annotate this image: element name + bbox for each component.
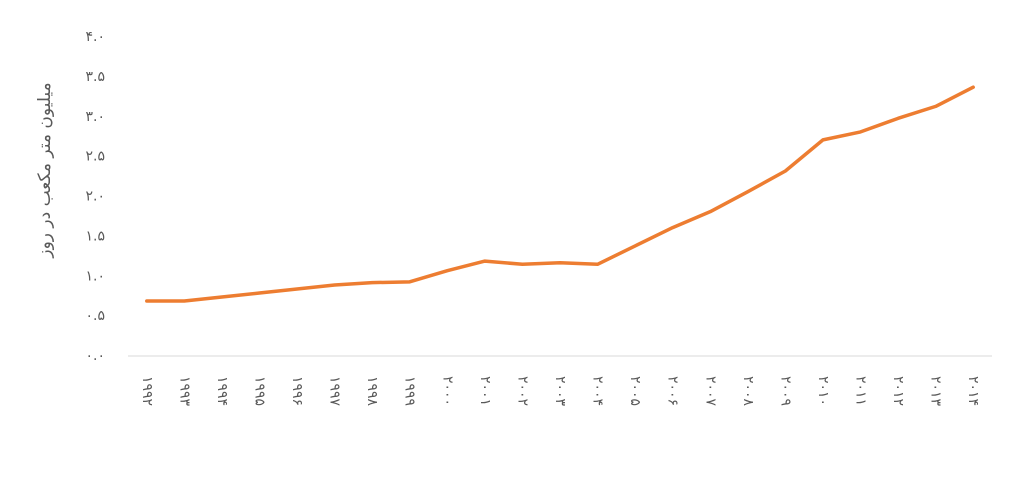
y-tick-label: ۰.۰ — [86, 348, 106, 364]
y-tick-label: ۰.۵ — [86, 308, 106, 324]
x-tick-label: ۱۹۹۷ — [327, 376, 343, 407]
x-tick-label: ۲۰۰۵ — [627, 376, 643, 406]
x-tick-label: ۱۹۹۵ — [251, 376, 267, 406]
y-axis-label: میلیون متر مکعب در روز — [35, 82, 55, 258]
x-tick-label: ۲۰۱۳ — [928, 376, 944, 407]
y-tick-label: ۲.۰ — [86, 189, 106, 205]
x-tick-label: ۱۹۹۸ — [364, 376, 380, 407]
x-tick-label: ۲۰۱۱ — [853, 376, 869, 406]
x-tick-label: ۱۹۹۴ — [214, 376, 230, 406]
x-tick-label: ۲۰۰۹ — [777, 376, 793, 406]
y-tick-label: ۳.۰ — [86, 109, 106, 125]
x-tick-label: ۲۰۰۷ — [702, 376, 718, 407]
x-tick-label: ۲۰۰۰ — [439, 376, 455, 406]
line — [145, 85, 975, 303]
x-tick-label: ۱۹۹۹ — [402, 376, 418, 406]
x-tick-label: ۱۹۹۳ — [176, 376, 192, 407]
y-tick-label: ۳.۵ — [86, 69, 106, 85]
y-tick-label: ۱.۰ — [86, 268, 106, 284]
y-tick-label: ۱.۵ — [86, 228, 106, 244]
x-tick-label: ۲۰۰۳ — [552, 376, 568, 407]
x-tick-label: ۲۰۰۱ — [477, 376, 493, 406]
x-tick-label: ۲۰۱۰ — [815, 376, 831, 406]
x-tick-label: ۱۹۹۲ — [139, 376, 155, 406]
y-tick-label: ۲.۵ — [86, 149, 106, 165]
y-tick-label: ۴.۰ — [86, 29, 106, 45]
x-tick-label: ۲۰۰۲ — [514, 376, 530, 406]
x-tick-label: ۲۰۰۶ — [665, 376, 681, 406]
x-tick-label: ۲۰۰۴ — [590, 376, 606, 406]
x-tick-label: ۲۰۰۸ — [740, 376, 756, 407]
x-tick-label: ۱۹۹۶ — [289, 376, 305, 406]
x-tick-label: ۲۰۱۲ — [890, 376, 906, 406]
x-tick-label: ۲۰۱۴ — [965, 376, 981, 406]
